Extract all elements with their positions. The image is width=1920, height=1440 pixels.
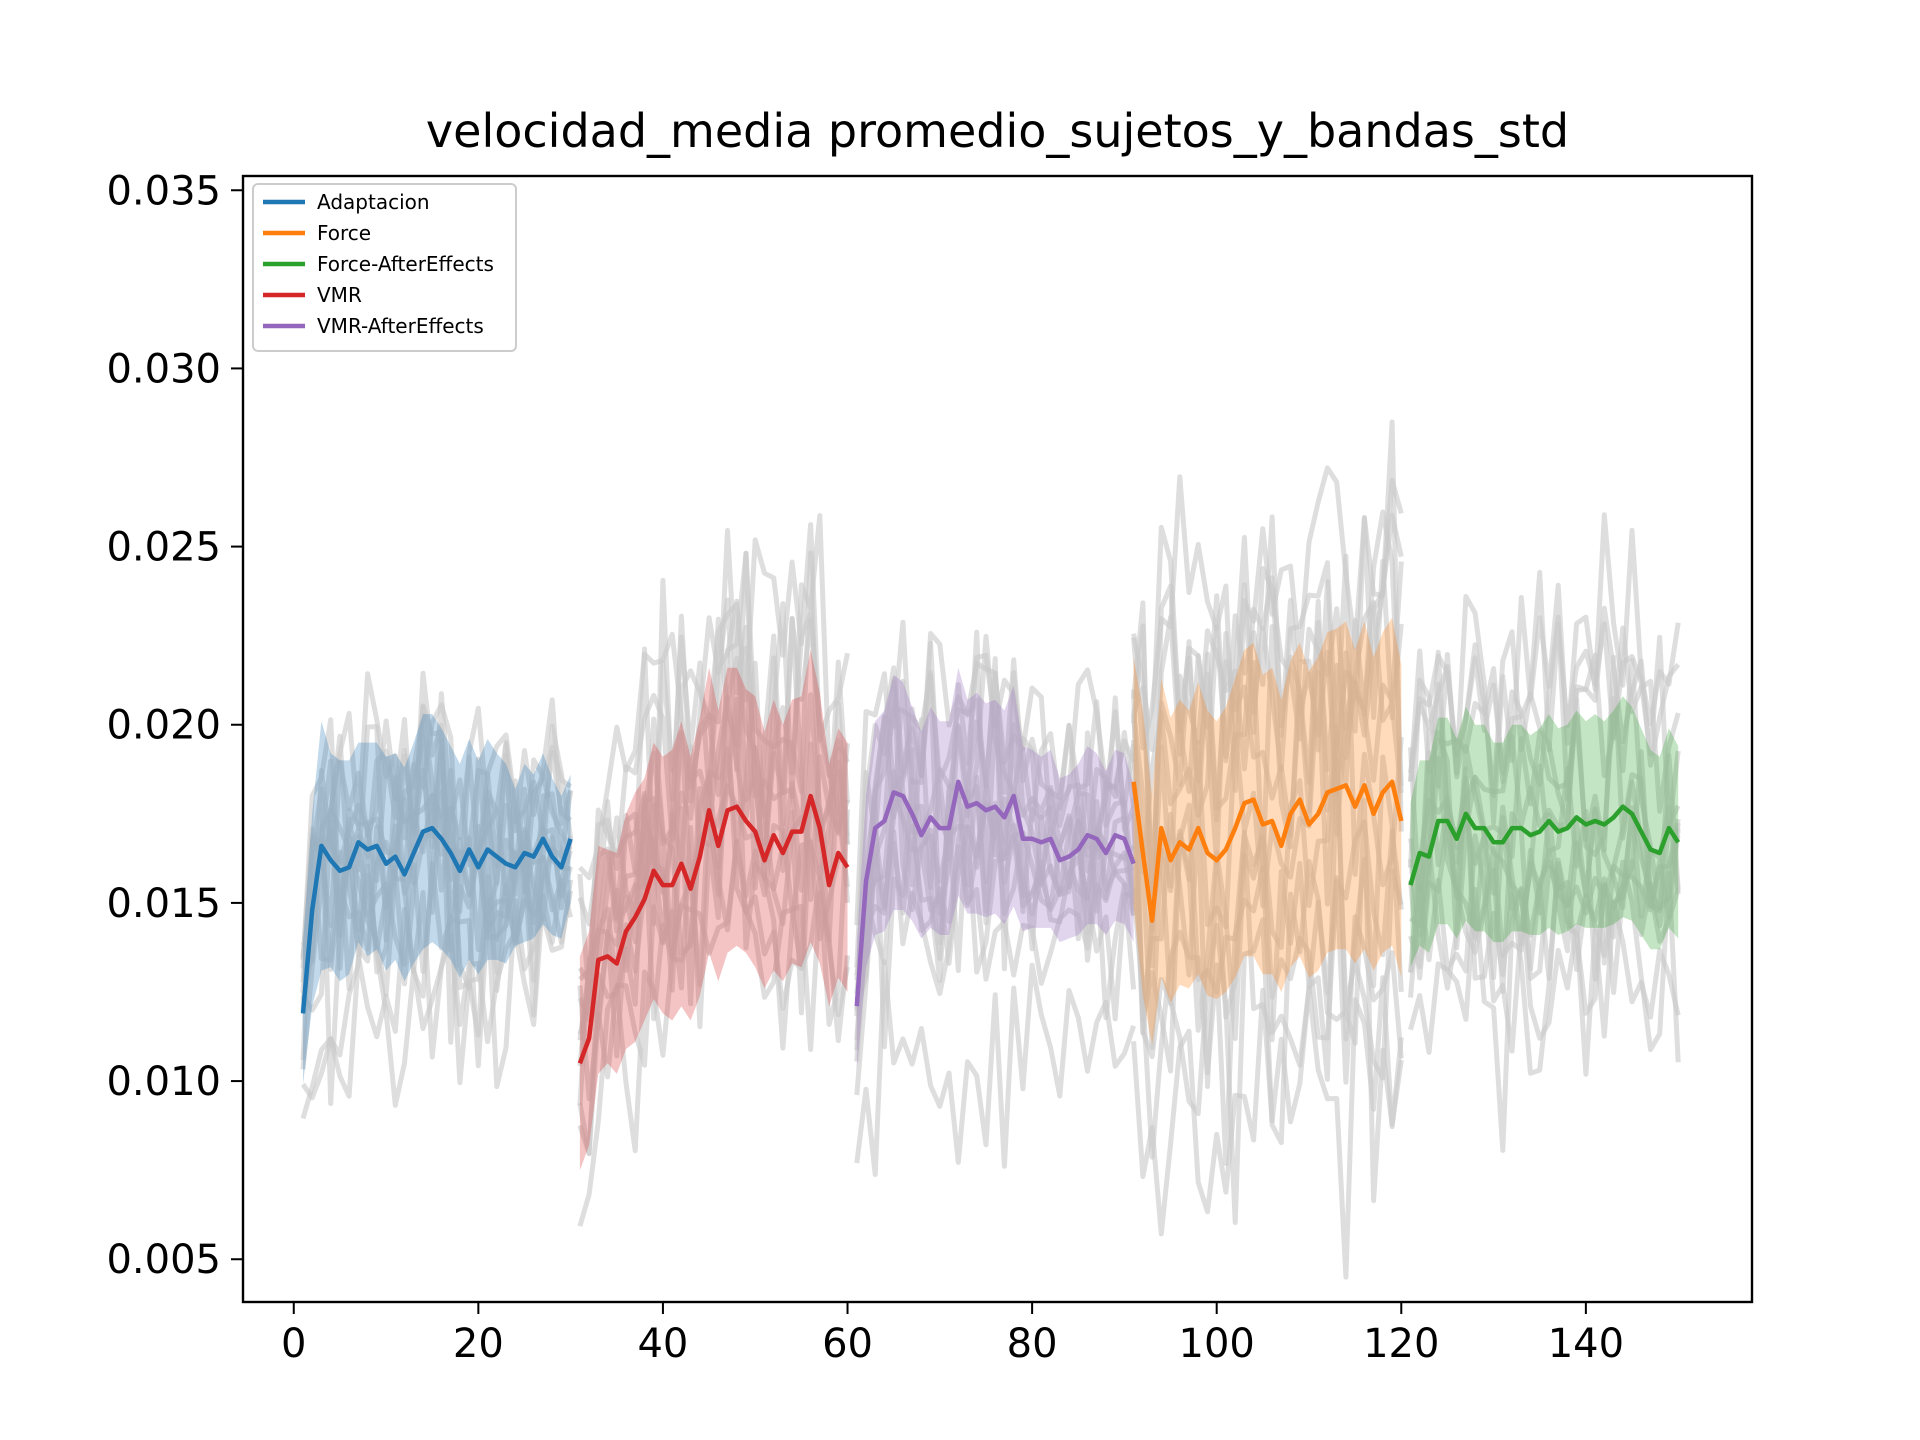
y-axis: 0.005 0.010 0.015 0.020 0.025 0.030 0.035 xyxy=(106,168,243,1283)
subject-trace xyxy=(577,597,850,1004)
y-tick-label: 0.025 xyxy=(106,525,221,571)
std-band xyxy=(1410,696,1679,968)
legend-label: Force xyxy=(317,221,371,245)
subject-trace xyxy=(577,513,850,927)
subject-trace xyxy=(300,671,574,959)
subject-trace xyxy=(1131,514,1404,875)
std-band xyxy=(856,667,1134,1071)
std-band xyxy=(303,714,571,1085)
y-tick-label: 0.035 xyxy=(106,168,221,214)
plot-frame xyxy=(241,174,1754,1304)
x-tick-label: 60 xyxy=(822,1321,873,1367)
y-tick-label: 0.005 xyxy=(106,1237,221,1283)
std-bands xyxy=(303,617,1679,1171)
subject-trace xyxy=(577,838,850,1227)
y-tick-label: 0.030 xyxy=(106,346,221,392)
subject-trace xyxy=(578,550,850,982)
x-tick-label: 20 xyxy=(453,1321,504,1367)
subject-trace xyxy=(300,879,574,1120)
mean-line xyxy=(854,779,1136,1007)
x-tick-label: 140 xyxy=(1548,1321,1624,1367)
x-tick-label: 0 xyxy=(281,1321,306,1367)
subject-trace xyxy=(854,619,1137,994)
legend: Adaptacion Force Force-AfterEffects VMR VMR-… xyxy=(252,183,517,352)
x-tick-label: 120 xyxy=(1363,1321,1439,1367)
y-tick-label: 0.010 xyxy=(106,1059,221,1105)
legend-label: Force-AfterEffects xyxy=(317,252,494,276)
mean-line xyxy=(1408,804,1681,886)
chart-title: velocidad_media promedio_sujetos_y_banda… xyxy=(426,104,1569,158)
subject-trace xyxy=(300,872,574,1108)
subject-trace xyxy=(1408,749,1681,982)
x-tick-label: 80 xyxy=(1007,1321,1058,1367)
std-band xyxy=(1133,617,1402,1046)
x-tick-label: 40 xyxy=(637,1321,688,1367)
x-tick-label: 100 xyxy=(1179,1321,1255,1367)
std-band xyxy=(579,649,848,1171)
subject-trace xyxy=(854,784,1137,984)
y-tick-label: 0.020 xyxy=(106,703,221,749)
subject-traces xyxy=(300,419,1681,1280)
mean-line xyxy=(577,793,850,1065)
y-tick-label: 0.015 xyxy=(106,881,221,927)
subject-trace xyxy=(577,716,850,1157)
subject-trace xyxy=(1131,865,1404,1166)
mean-lines xyxy=(300,779,1681,1065)
x-axis: 0 20 40 60 80 100 120 140 xyxy=(281,1302,1624,1367)
mean-line xyxy=(1131,779,1404,923)
subject-trace xyxy=(1408,657,1681,951)
subject-trace xyxy=(854,959,1136,1177)
legend-label: VMR xyxy=(317,283,362,307)
subject-trace xyxy=(854,678,1136,1051)
mean-line xyxy=(300,825,573,1014)
legend-label: Adaptacion xyxy=(317,190,430,214)
subject-trace xyxy=(1131,975,1404,1280)
subject-trace xyxy=(1408,886,1681,1153)
legend-box xyxy=(252,183,517,352)
subject-trace xyxy=(854,657,1137,926)
legend-label: VMR-AfterEffects xyxy=(317,314,484,338)
